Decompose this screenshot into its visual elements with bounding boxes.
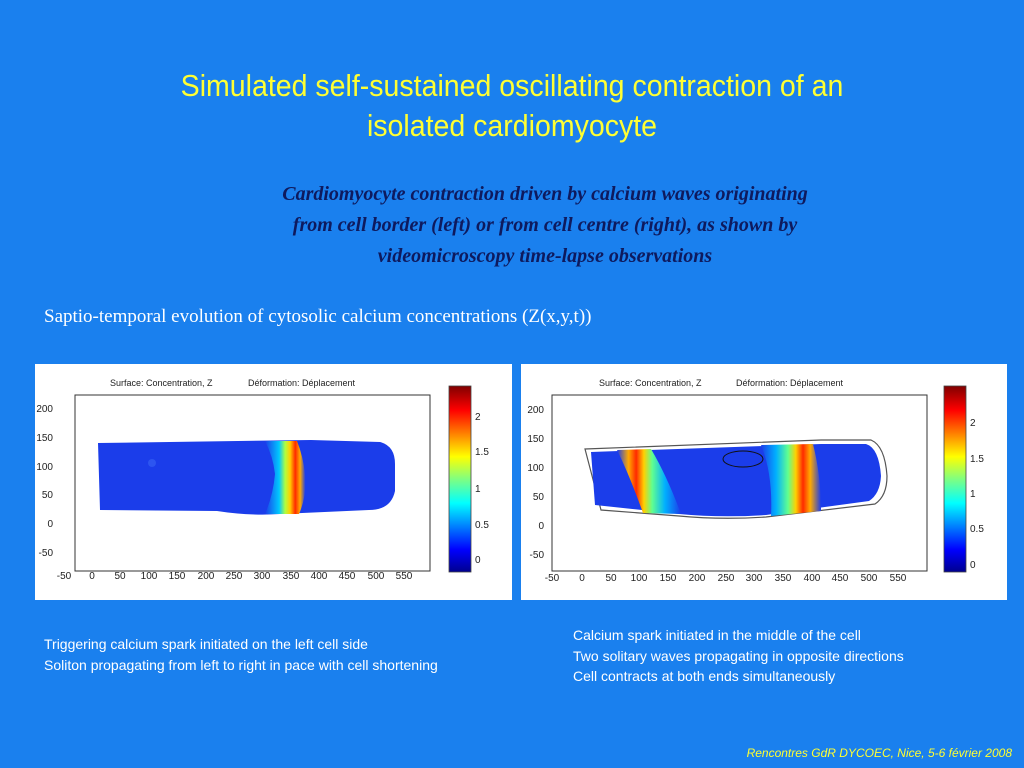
- simulation-plot-left: Surface: Concentration, Z Déformation: D…: [35, 364, 512, 600]
- x-tick: 250: [226, 571, 243, 582]
- x-tick: -50: [545, 573, 560, 584]
- x-axis-ticks: -50 0 50 100 150 200 250 300 350 400 450…: [57, 571, 413, 582]
- x-tick: 100: [631, 573, 648, 584]
- x-tick: 300: [746, 573, 763, 584]
- x-tick: 250: [718, 573, 735, 584]
- x-tick: 100: [141, 571, 158, 582]
- x-tick: 500: [368, 571, 385, 582]
- y-tick: 150: [527, 434, 544, 445]
- x-tick: 200: [689, 573, 706, 584]
- section-label: Saptio-temporal evolution of cytosolic c…: [44, 306, 592, 327]
- colorbar-tick: 1.5: [970, 454, 984, 465]
- subtitle-line-3: videomicroscopy time-lapse observations: [377, 245, 713, 267]
- colorbar-tick: 0.5: [970, 524, 984, 535]
- plot-title-left: Surface: Concentration, Z: [110, 378, 213, 388]
- x-axis-ticks: -50 0 50 100 150 200 250 300 350 400 450…: [545, 573, 907, 584]
- colorbar-tick: 1: [970, 489, 976, 500]
- slide-title-line-1: Simulated self-sustained oscillating con…: [180, 68, 844, 103]
- subtitle-line-1: Cardiomyocyte contraction driven by calc…: [282, 183, 808, 205]
- y-tick: 50: [533, 492, 545, 503]
- colorbar: [448, 385, 472, 573]
- caption-line: Cell contracts at both ends simultaneous…: [573, 668, 836, 684]
- y-axis-ticks: 200 150 100 50 0 -50: [527, 405, 544, 561]
- calcium-wave: [265, 441, 306, 514]
- subtitle-line-2: from cell border (left) or from cell cen…: [292, 214, 798, 236]
- colorbar-tick: 2: [475, 412, 481, 423]
- simulation-plot-right: Surface: Concentration, Z Déformation: D…: [521, 364, 1007, 600]
- colorbar-tick: 0: [475, 555, 481, 566]
- caption-line: Two solitary waves propagating in opposi…: [573, 647, 904, 664]
- y-tick: 100: [527, 463, 544, 474]
- colorbar-ticks: 2 1.5 1 0.5 0: [970, 418, 984, 571]
- calcium-spark-spot: [148, 459, 156, 467]
- y-tick: 200: [527, 405, 544, 416]
- x-tick: 50: [114, 571, 126, 582]
- y-tick: 0: [47, 519, 53, 530]
- plot-title-right: Déformation: Déplacement: [248, 378, 356, 388]
- x-tick: 350: [283, 571, 300, 582]
- x-tick: 150: [169, 571, 186, 582]
- calcium-wave: [761, 444, 821, 516]
- y-tick: 50: [42, 490, 54, 501]
- x-tick: 450: [339, 571, 356, 582]
- footer-credit: Rencontres GdR DYCOEC, Nice, 5-6 février…: [746, 746, 1012, 760]
- plot-title-right: Déformation: Déplacement: [736, 378, 844, 388]
- x-tick: 400: [311, 571, 328, 582]
- undeformed-cell-outline: [584, 439, 888, 519]
- caption-line: Calcium spark initiated in the middle of…: [573, 627, 861, 643]
- colorbar-tick: 2: [970, 418, 976, 429]
- colorbar: [943, 385, 967, 573]
- spark-origin-marker: [722, 450, 764, 468]
- x-tick: 500: [861, 573, 878, 584]
- x-tick: 200: [198, 571, 215, 582]
- colorbar-tick: 0: [970, 560, 976, 571]
- x-tick: 350: [775, 573, 792, 584]
- x-tick: 550: [396, 571, 413, 582]
- colorbar-ticks: 2 1.5 1 0.5 0: [475, 412, 489, 566]
- cell-body: [98, 440, 395, 515]
- slide-title-line-2: isolated cardiomyocyte: [366, 108, 658, 143]
- y-tick: 200: [36, 404, 53, 415]
- caption-right: Calcium spark initiated in the middle of…: [573, 625, 904, 687]
- y-axis-ticks: 200 150 100 50 0 -50: [36, 404, 53, 559]
- y-tick: 0: [538, 521, 544, 532]
- y-tick: -50: [530, 550, 545, 561]
- x-tick: 450: [832, 573, 849, 584]
- caption-line: Soliton propagating from left to right i…: [44, 656, 438, 673]
- slide-title: Simulated self-sustained oscillating con…: [78, 66, 946, 146]
- y-tick: -50: [39, 548, 54, 559]
- calcium-wave: [617, 449, 681, 514]
- x-tick: 150: [660, 573, 677, 584]
- colorbar-tick: 0.5: [475, 520, 489, 531]
- x-tick: -50: [57, 571, 72, 582]
- caption-left: Triggering calcium spark initiated on th…: [44, 634, 438, 675]
- plot-title-left: Surface: Concentration, Z: [599, 378, 702, 388]
- colorbar-tick: 1: [475, 484, 481, 495]
- slide-subtitle: Cardiomyocyte contraction driven by calc…: [205, 179, 885, 272]
- y-tick: 100: [36, 462, 53, 473]
- y-tick: 150: [36, 433, 53, 444]
- x-tick: 0: [579, 573, 585, 584]
- colorbar-tick: 1.5: [475, 447, 489, 458]
- caption-line: Triggering calcium spark initiated on th…: [44, 636, 368, 652]
- x-tick: 300: [254, 571, 271, 582]
- x-tick: 50: [605, 573, 617, 584]
- x-tick: 550: [890, 573, 907, 584]
- x-tick: 0: [89, 571, 95, 582]
- x-tick: 400: [804, 573, 821, 584]
